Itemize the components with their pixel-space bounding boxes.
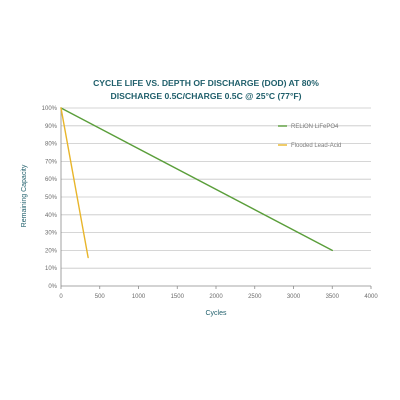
- y-tick-label-90: 90%: [45, 124, 58, 130]
- x-tick-label-2500: 2500: [248, 294, 262, 300]
- gridlines: [61, 107, 371, 269]
- x-axis-label: Cycles: [205, 310, 227, 317]
- x-tick-label-500: 500: [95, 294, 106, 300]
- series-line-1: [60, 107, 89, 259]
- y-tick-label-20: 20%: [45, 248, 58, 254]
- axes: [60, 108, 372, 289]
- y-tick-label-60: 60%: [45, 177, 58, 183]
- legend-label-1: Flooded Lead-Acid: [291, 143, 341, 149]
- y-tick-labels: 0% 10% 20% 30% 40% 50% 60% 70% 80% 90% 100%: [42, 106, 58, 290]
- x-tick-label-1000: 1000: [132, 294, 146, 300]
- x-tick-label-0: 0: [59, 294, 63, 300]
- chart-title-line-1: CYCLE LIFE VS. DEPTH OF DISCHARGE (DOD) …: [93, 78, 319, 88]
- series-lines: [60, 107, 333, 259]
- y-tick-label-0: 0%: [48, 284, 57, 290]
- x-tick-label-4000: 4000: [364, 294, 378, 300]
- x-tick-label-3000: 3000: [287, 294, 301, 300]
- y-tick-label-100: 100%: [42, 106, 58, 112]
- y-tick-label-50: 50%: [45, 195, 58, 201]
- chart-title-line-2: DISCHARGE 0.5C/CHARGE 0.5C @ 25°C (77°F): [111, 91, 302, 101]
- y-tick-label-40: 40%: [45, 213, 58, 219]
- x-tick-label-3500: 3500: [326, 294, 340, 300]
- legend-label-0: RELiON LiFePO4: [291, 124, 339, 130]
- x-tick-labels: 0 500 1000 1500 2000 2500 3000 3500 4000: [59, 294, 378, 300]
- y-tick-label-70: 70%: [45, 159, 58, 165]
- y-tick-label-30: 30%: [45, 231, 58, 237]
- x-tick-label-2000: 2000: [209, 294, 223, 300]
- legend: RELiON LiFePO4 Flooded Lead-Acid: [278, 124, 341, 149]
- y-tick-label-80: 80%: [45, 142, 58, 148]
- series-line-0: [60, 107, 333, 252]
- y-axis-label: Remaining Capacity: [21, 164, 28, 227]
- y-tick-label-10: 10%: [45, 266, 58, 272]
- x-tick-label-1500: 1500: [171, 294, 185, 300]
